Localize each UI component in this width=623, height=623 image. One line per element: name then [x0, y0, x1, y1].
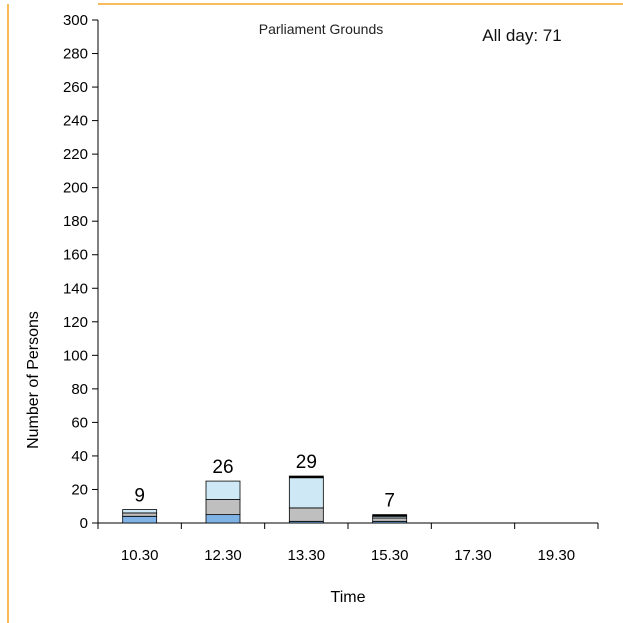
y-tick-label: 180 [63, 213, 88, 230]
bar-total-label: 26 [212, 457, 233, 478]
x-tick-label: 10.30 [121, 547, 159, 564]
bar-segment [122, 512, 158, 517]
bar-segment [288, 475, 324, 479]
x-tick-label: 19.30 [538, 547, 576, 564]
bar-segment [372, 517, 408, 522]
y-tick-label: 120 [63, 314, 88, 331]
y-tick-label: 220 [63, 146, 88, 163]
y-tick-label: 0 [80, 515, 88, 532]
bar-total-labels: 9 26 29 7 [134, 452, 395, 512]
bar-total-label: 29 [296, 452, 317, 473]
chart-title: Parliament Grounds [259, 21, 384, 37]
y-tick-label: 40 [71, 448, 88, 465]
x-tick-label: 17.30 [454, 547, 492, 564]
bar-segment [205, 514, 241, 524]
y-tick-label: 160 [63, 247, 88, 264]
bar-segment [205, 499, 241, 516]
bar-segment [122, 509, 158, 514]
y-tick-label: 140 [63, 280, 88, 297]
bar-segment [288, 507, 324, 522]
y-tick-label: 260 [63, 79, 88, 96]
y-tick-label: 200 [63, 180, 88, 197]
x-axis: 10.30 12.30 13.30 15.30 17.30 19.30 [97, 522, 599, 564]
y-tick-label: 300 [63, 12, 88, 29]
y-tick-label: 60 [71, 414, 88, 431]
bar-segment [205, 480, 241, 500]
bar-total-label: 7 [384, 491, 395, 512]
bar-segment [288, 477, 324, 509]
bar-segment [122, 515, 158, 524]
y-tick-label: 80 [71, 381, 88, 398]
x-tick-label: 13.30 [288, 547, 326, 564]
all-day-total: All day: 71 [482, 26, 561, 45]
x-axis-label: Time [331, 589, 366, 606]
x-tick-label: 12.30 [204, 547, 242, 564]
y-tick-label: 280 [63, 46, 88, 63]
y-tick-label: 100 [63, 347, 88, 364]
bar-segment [372, 514, 408, 517]
y-axis: 0 20 40 60 80 100 120 140 160 180 200 220 240 260 280 3… [63, 12, 99, 532]
bar-stacks [122, 475, 408, 524]
y-tick-label: 240 [63, 113, 88, 130]
y-tick-label: 20 [71, 481, 88, 498]
x-tick-label: 15.30 [371, 547, 409, 564]
y-axis-label: Number of Persons [25, 311, 42, 449]
bar-total-label: 9 [134, 486, 145, 507]
